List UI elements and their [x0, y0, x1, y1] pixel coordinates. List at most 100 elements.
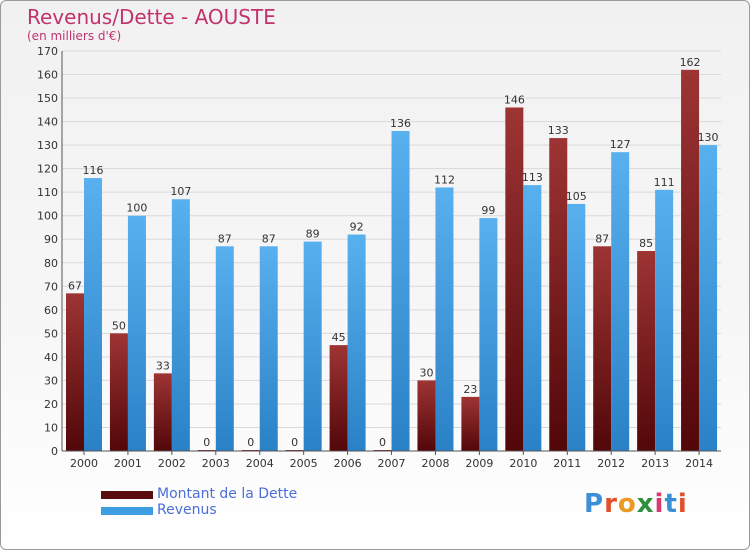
data-label-revenus-2009: 99: [481, 204, 495, 217]
legend-label-revenus: Revenus: [157, 502, 217, 518]
x-tick-label-2008: 2008: [421, 457, 449, 470]
y-tick-label-120: 120: [37, 163, 58, 176]
data-label-revenus-2002: 107: [170, 185, 191, 198]
y-tick-label-0: 0: [51, 445, 58, 458]
bar-dette-2014: [681, 69, 700, 451]
x-axis: 2000 2001 2002 2003 2004 2005 2006 2007 2008 2009…: [62, 450, 721, 470]
logo-letter: i: [677, 489, 688, 519]
bar-revenus-2008: [435, 187, 454, 451]
data-label-dette-2006: 45: [332, 331, 346, 344]
x-tick-label-2000: 2000: [70, 457, 98, 470]
x-tick-label-2009: 2009: [465, 457, 493, 470]
data-labels: 67 116 50 100 33 107 0 87 0 87 0 89 45 92 0 136 30 112 23 9…: [68, 56, 719, 449]
data-label-revenus-2006: 92: [350, 221, 364, 234]
data-label-revenus-2001: 100: [126, 202, 147, 215]
data-label-dette-2002: 33: [156, 359, 170, 372]
y-tick-label-150: 150: [37, 92, 58, 105]
y-tick-label-110: 110: [37, 186, 58, 199]
bar-revenus-2006: [347, 234, 366, 451]
data-label-revenus-2005: 89: [306, 228, 320, 241]
data-label-dette-2001: 50: [112, 319, 126, 332]
data-label-dette-2008: 30: [419, 366, 433, 379]
bar-revenus-2013: [655, 189, 674, 451]
data-label-dette-2010: 146: [504, 93, 525, 106]
y-axis: 0 10 20 30 40 50 60 70 80 90 100 110 120 130 140 150 160…: [37, 45, 63, 458]
bar-dette-2000: [66, 293, 84, 451]
x-tick-label-2004: 2004: [246, 457, 274, 470]
bar-dette-2009: [461, 396, 480, 451]
data-label-revenus-2012: 127: [610, 138, 631, 151]
bar-revenus-2004: [259, 246, 278, 451]
bar-dette-2006: [329, 345, 348, 451]
legend-swatch-dette: [101, 491, 153, 499]
bar-dette-2012: [593, 246, 612, 451]
y-tick-label-40: 40: [44, 351, 58, 364]
data-label-dette-2005: 0: [291, 436, 298, 449]
y-tick-label-170: 170: [37, 45, 58, 58]
x-tick-label-2007: 2007: [378, 457, 406, 470]
bar-revenus-2007: [391, 131, 410, 451]
x-tick-label-2001: 2001: [114, 457, 142, 470]
bar-revenus-2009: [479, 218, 498, 451]
bar-revenus-2002: [171, 199, 190, 451]
data-label-dette-2012: 87: [595, 232, 609, 245]
x-tick-label-2002: 2002: [158, 457, 186, 470]
data-label-revenus-2004: 87: [262, 232, 276, 245]
x-tick-label-2013: 2013: [641, 457, 669, 470]
x-tick-label-2005: 2005: [290, 457, 318, 470]
data-label-dette-2004: 0: [247, 436, 254, 449]
bar-revenus-2003: [215, 246, 234, 451]
logo-letter: r: [604, 489, 618, 519]
y-tick-label-50: 50: [44, 327, 58, 340]
bar-dette-2013: [637, 251, 656, 451]
data-label-dette-2014: 162: [680, 56, 701, 69]
legend-swatch-revenus: [101, 507, 153, 515]
y-tick-label-70: 70: [44, 280, 58, 293]
data-label-dette-2011: 133: [548, 124, 569, 137]
y-tick-label-90: 90: [44, 233, 58, 246]
bar-dette-2011: [549, 138, 568, 451]
bar-revenus-2000: [84, 178, 102, 451]
data-label-dette-2013: 85: [639, 237, 653, 250]
data-label-dette-2000: 67: [68, 279, 82, 292]
logo-letter: o: [617, 489, 637, 519]
logo-letter: x: [636, 489, 655, 519]
bar-dette-2002: [153, 373, 172, 451]
y-tick-label-80: 80: [44, 257, 58, 270]
x-tick-label-2011: 2011: [553, 457, 581, 470]
x-tick-label-2006: 2006: [334, 457, 362, 470]
data-label-dette-2003: 0: [203, 436, 210, 449]
data-label-revenus-2000: 116: [83, 164, 104, 177]
bar-revenus-2005: [303, 241, 322, 451]
y-tick-label-140: 140: [37, 116, 58, 129]
y-tick-label-100: 100: [37, 210, 58, 223]
data-label-revenus-2011: 105: [566, 190, 587, 203]
data-label-revenus-2014: 130: [698, 131, 719, 144]
x-tick-label-2012: 2012: [597, 457, 625, 470]
data-label-revenus-2013: 111: [654, 176, 675, 189]
bar-dette-2010: [505, 107, 524, 452]
bars: [66, 69, 718, 452]
legend-label-dette: Montant de la Dette: [157, 486, 298, 502]
bar-revenus-2010: [523, 185, 542, 451]
y-tick-label-130: 130: [37, 139, 58, 152]
bar-revenus-2001: [127, 215, 146, 451]
bar-revenus-2012: [611, 152, 630, 452]
bar-dette-2008: [417, 380, 436, 451]
logo-letter: i: [654, 489, 665, 519]
y-tick-label-30: 30: [44, 374, 58, 387]
bar-revenus-2011: [567, 203, 586, 451]
data-label-revenus-2010: 113: [522, 171, 543, 184]
x-tick-label-2003: 2003: [202, 457, 230, 470]
x-tick-label-2010: 2010: [509, 457, 537, 470]
chart-subtitle: (en milliers d'€): [27, 29, 122, 43]
x-tick-label-2014: 2014: [685, 457, 713, 470]
data-label-revenus-2007: 136: [390, 117, 411, 130]
bar-dette-2001: [109, 333, 128, 451]
logo-letter: P: [584, 489, 605, 519]
data-label-revenus-2003: 87: [218, 232, 232, 245]
chart-title: Revenus/Dette - AOUSTE: [27, 5, 276, 29]
logo-letter: t: [664, 489, 678, 519]
